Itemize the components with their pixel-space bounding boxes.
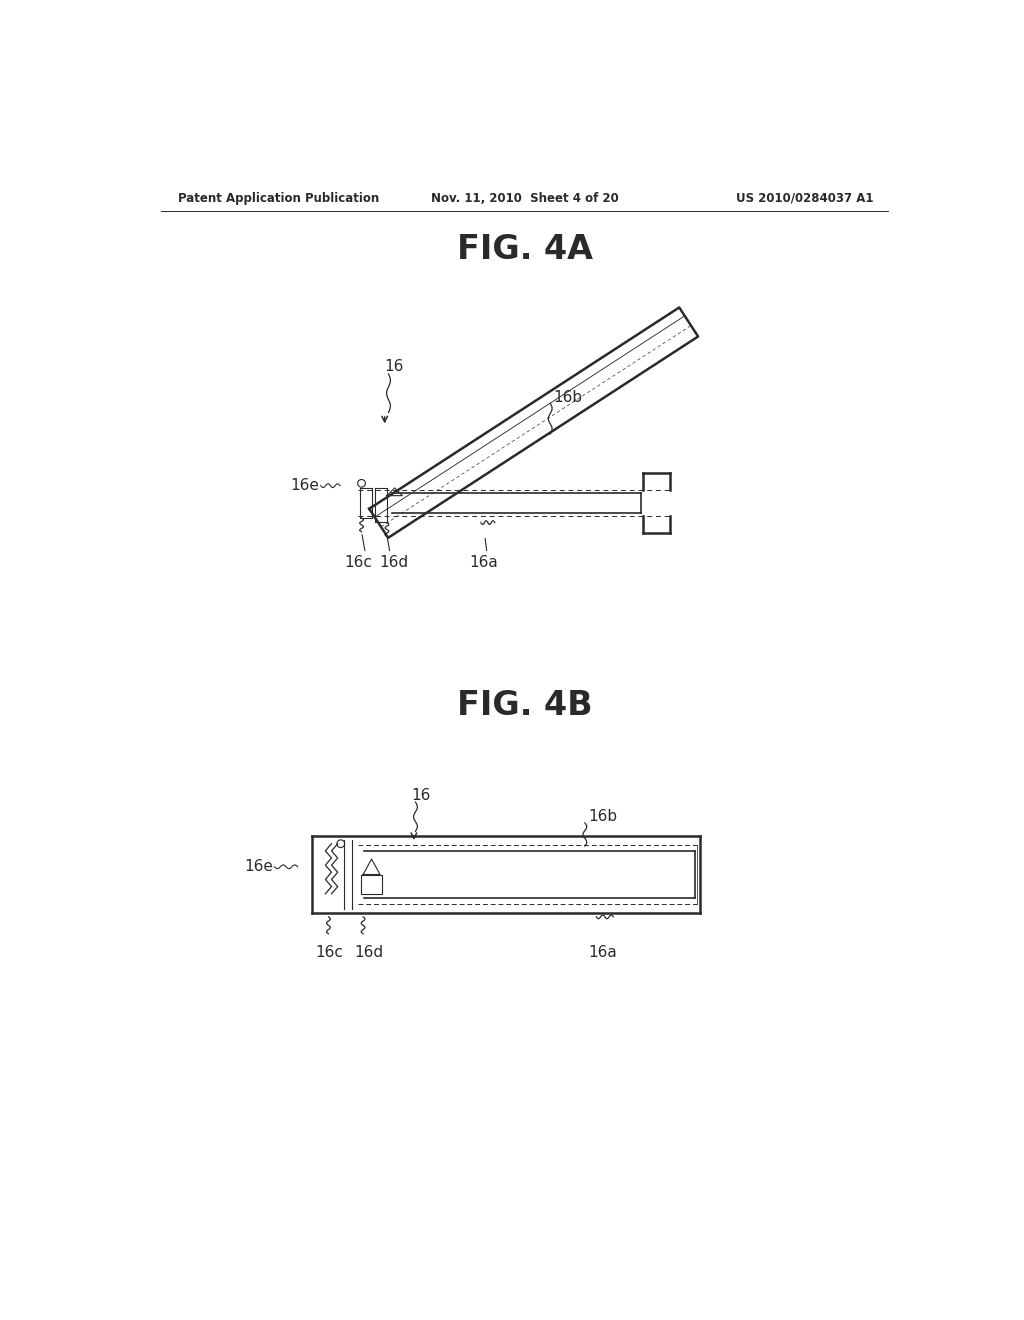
Text: Nov. 11, 2010  Sheet 4 of 20: Nov. 11, 2010 Sheet 4 of 20	[431, 191, 618, 205]
Text: 16a: 16a	[589, 945, 617, 961]
Text: 16a: 16a	[469, 554, 498, 570]
Text: 16d: 16d	[354, 945, 383, 961]
Text: 16: 16	[412, 788, 431, 804]
Text: 16e: 16e	[244, 859, 273, 874]
Text: FIG. 4A: FIG. 4A	[457, 232, 593, 265]
Text: US 2010/0284037 A1: US 2010/0284037 A1	[736, 191, 873, 205]
Text: Patent Application Publication: Patent Application Publication	[178, 191, 380, 205]
Text: FIG. 4B: FIG. 4B	[457, 689, 593, 722]
Text: 16: 16	[385, 359, 404, 374]
Text: 16c: 16c	[344, 554, 372, 570]
Text: 16c: 16c	[315, 945, 343, 961]
Text: 16e: 16e	[291, 478, 319, 494]
Text: 16b: 16b	[588, 809, 617, 824]
Text: 16b: 16b	[553, 389, 583, 405]
Text: 16d: 16d	[379, 554, 409, 570]
